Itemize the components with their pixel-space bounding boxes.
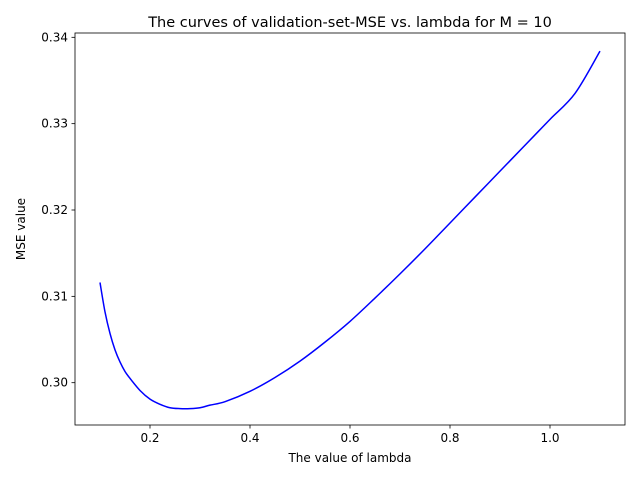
x-tick-label: 0.8 [440, 431, 459, 445]
y-tick-label: 0.31 [41, 289, 68, 303]
x-axis-label: The value of lambda [287, 451, 411, 465]
x-tick-label: 0.6 [340, 431, 359, 445]
x-tick-label: 1.0 [540, 431, 559, 445]
x-axis: 0.2 0.4 0.6 0.8 1.0 [140, 425, 560, 445]
plot-frame [74, 32, 626, 426]
y-axis: 0.30 0.31 0.32 0.33 0.34 [41, 30, 75, 390]
y-tick-label: 0.32 [41, 203, 68, 217]
y-tick-label: 0.30 [41, 376, 68, 390]
chart-title: The curves of validation-set-MSE vs. lam… [147, 15, 552, 31]
y-axis-label: MSE value [14, 198, 28, 260]
y-tick-label: 0.33 [41, 117, 68, 131]
series-line [99, 50, 601, 410]
y-tick-label: 0.34 [41, 30, 68, 44]
x-tick-label: 0.4 [240, 431, 259, 445]
x-tick-label: 0.2 [140, 431, 159, 445]
plot-area [99, 50, 601, 410]
